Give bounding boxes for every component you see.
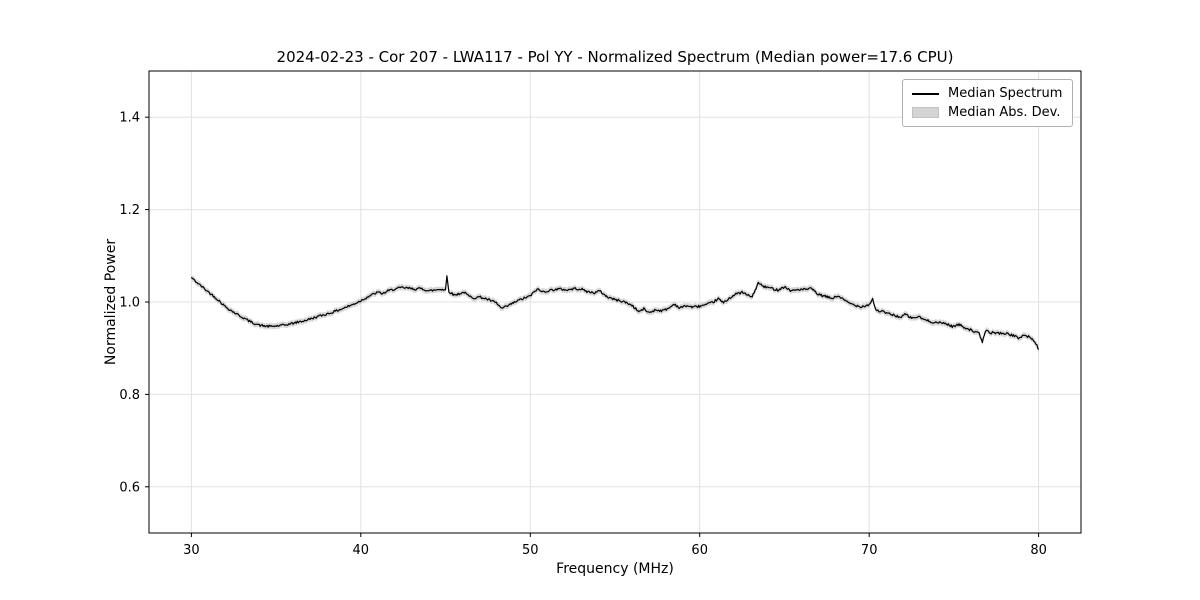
median-abs-dev-band [191, 272, 1039, 353]
y-tick-label: 1.4 [119, 111, 140, 126]
x-axis-label: Frequency (MHz) [556, 561, 674, 577]
median-spectrum-line [190, 275, 1040, 350]
line-swatch-icon [912, 92, 939, 95]
x-tick-label: 70 [861, 543, 878, 558]
y-tick-label: 0.8 [119, 388, 140, 403]
x-tick-label: 80 [1030, 543, 1047, 558]
y-tick-label: 1.0 [119, 296, 140, 311]
band-swatch-icon [912, 107, 939, 118]
x-tick-label: 50 [522, 543, 539, 558]
y-tick-label: 0.6 [119, 480, 140, 495]
legend-label: Median Spectrum [948, 86, 1063, 101]
legend: Median Spectrum Median Abs. Dev. [902, 79, 1074, 127]
legend-item-median-abs-dev: Median Abs. Dev. [912, 105, 1062, 120]
legend-label: Median Abs. Dev. [948, 105, 1061, 120]
legend-item-median-spectrum: Median Spectrum [912, 86, 1062, 101]
chart-title: 2024-02-23 - Cor 207 - LWA117 - Pol YY -… [276, 48, 954, 66]
x-tick-label: 60 [691, 543, 708, 558]
x-tick-label: 40 [353, 543, 370, 558]
y-tick-label: 1.2 [119, 203, 140, 218]
y-axis-label: Normalized Power [103, 238, 119, 366]
x-tick-label: 30 [183, 543, 200, 558]
